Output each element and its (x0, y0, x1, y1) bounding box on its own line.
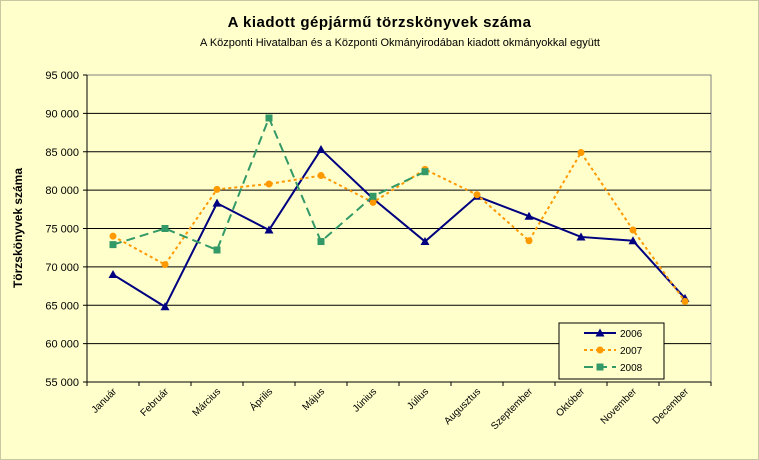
legend-marker-2007 (596, 346, 604, 354)
data-point-2008 (421, 168, 429, 176)
series-2008 (109, 114, 429, 254)
data-point-2006 (264, 225, 274, 234)
data-point-2007 (109, 232, 117, 240)
data-point-2006 (628, 236, 638, 245)
data-point-2007 (629, 226, 637, 234)
x-tick-label: Április (247, 385, 275, 413)
series-2007 (109, 149, 689, 305)
series-group (108, 114, 690, 311)
data-point-2007 (213, 185, 221, 193)
data-point-2007 (577, 149, 585, 157)
x-tick-label: Október (554, 386, 587, 419)
data-point-2007 (265, 180, 273, 188)
x-tick-label: Február (139, 386, 172, 419)
y-axis-label: Törzskönyvek száma (11, 168, 25, 288)
legend-label-2007: 2007 (620, 346, 643, 357)
legend-box (558, 322, 665, 380)
x-tick-label: Szeptember (489, 386, 535, 432)
y-tick-label: 95 000 (45, 70, 79, 82)
x-tick-label: Március (191, 386, 224, 419)
data-point-2008 (213, 246, 221, 254)
y-tick-label: 85 000 (45, 147, 79, 159)
legend-marker-2008 (596, 363, 604, 371)
x-tick-label: November (599, 386, 640, 427)
chart-title: A kiadott gépjármű törzskönyvek száma (227, 14, 532, 31)
x-tick-label: Augusztus (442, 386, 483, 427)
data-point-2006 (316, 144, 326, 153)
data-point-2007 (681, 297, 689, 305)
x-tick-label: Június (351, 386, 379, 414)
y-tick-label: 90 000 (45, 108, 79, 120)
x-axis-ticks: Január Február Március Április Május Június Jú… (86, 382, 712, 432)
data-point-2006 (576, 232, 586, 241)
x-tick-label: Július (405, 386, 431, 412)
data-point-2006 (108, 270, 118, 279)
data-point-2006 (160, 302, 170, 311)
data-point-2008 (265, 114, 273, 122)
data-point-2007 (525, 237, 533, 245)
legend: 2006 2007 2008 (558, 322, 665, 380)
y-tick-label: 55 000 (45, 377, 79, 389)
series-line-2007 (112, 150, 686, 303)
legend-label-2006: 2006 (620, 329, 643, 340)
data-point-2008 (369, 192, 377, 200)
data-point-2008 (317, 238, 325, 246)
data-point-2008 (109, 241, 117, 249)
data-point-2006 (524, 211, 534, 220)
y-tick-label: 60 000 (45, 339, 79, 351)
data-point-2007 (369, 198, 377, 206)
data-point-2006 (420, 237, 430, 246)
series-line-2006 (112, 147, 686, 309)
data-point-2007 (317, 172, 325, 180)
x-tick-label: December (651, 386, 692, 427)
y-tick-label: 75 000 (45, 224, 79, 236)
data-point-2007 (161, 261, 169, 269)
y-tick-label: 65 000 (45, 300, 79, 312)
data-point-2007 (473, 191, 481, 199)
data-point-2008 (161, 225, 169, 232)
legend-marker-2006 (595, 328, 605, 337)
data-point-2006 (212, 198, 222, 207)
y-tick-label: 70 000 (45, 262, 79, 274)
x-tick-label: Január (90, 386, 120, 416)
legend-label-2008: 2008 (620, 363, 643, 374)
y-tick-label: 80 000 (45, 185, 79, 197)
chart-subtitle: A Központi Hivatalban és a Központi Okmá… (200, 37, 600, 49)
x-tick-label: Május (300, 386, 327, 413)
